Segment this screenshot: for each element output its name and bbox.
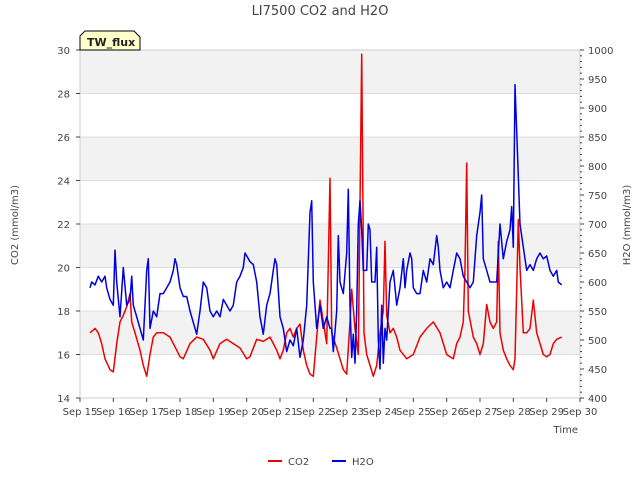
x-tick-label: Sep 17 — [129, 407, 164, 418]
background-band — [80, 50, 580, 94]
x-tick-label: Sep 18 — [163, 407, 198, 418]
series-line-co2 — [89, 53, 563, 378]
y-right-tick-label: 800 — [588, 162, 607, 173]
y-left-tick-label: 20 — [57, 264, 70, 275]
background-band — [80, 137, 580, 181]
background-band — [80, 354, 580, 398]
y-right-tick-label: 600 — [588, 278, 607, 289]
y-axis-left-label: CO2 (mmol/m3) — [10, 185, 21, 265]
series-layer — [89, 53, 563, 378]
y-left-tick-label: 30 — [57, 46, 70, 57]
axes: 14 16 18 20 22 24 26 28 30 400 450 500 550 600 650 700 7… — [57, 46, 613, 418]
y-left-tick-label: 14 — [57, 394, 70, 405]
y-left-tick-label: 24 — [57, 177, 70, 188]
y-left-tick-label: 28 — [57, 90, 70, 101]
y-right-tick-label: 1000 — [588, 46, 613, 57]
legend-label-h2o: H2O — [352, 457, 374, 468]
y-right-tick-label: 700 — [588, 220, 607, 231]
y-right-tick-label: 450 — [588, 365, 607, 376]
x-tick-label: Sep 19 — [196, 407, 231, 418]
y-left-tick-label: 18 — [57, 307, 70, 318]
y-right-tick-label: 900 — [588, 104, 607, 115]
y-right-tick-label: 850 — [588, 133, 607, 144]
legend-label-co2: CO2 — [288, 457, 309, 468]
y-left-tick-label: 26 — [57, 133, 70, 144]
y-left-tick-label: 22 — [57, 220, 70, 231]
y-right-tick-label: 550 — [588, 307, 607, 318]
tw-flux-badge-label: TW_flux — [87, 36, 135, 49]
tw-flux-badge-shape — [79, 30, 141, 51]
x-tick-label: Sep 30 — [563, 407, 598, 418]
x-tick-label: Sep 15 — [63, 407, 98, 418]
background-band — [80, 311, 580, 355]
background-band — [80, 93, 580, 137]
x-tick-label: Sep 16 — [96, 407, 131, 418]
chart-title: LI7500 CO2 and H2O — [252, 4, 389, 19]
x-tick-label: Sep 22 — [296, 407, 331, 418]
y-right-tick-label: 400 — [588, 394, 607, 405]
y-right-tick-label: 500 — [588, 336, 607, 347]
y-right-tick-label: 650 — [588, 249, 607, 260]
x-tick-label: Sep 25 — [396, 407, 431, 418]
x-axis-label: Time — [553, 425, 578, 436]
y-axis-right-label: H2O (mmol/m3) — [622, 185, 633, 266]
y-right-tick-label: 950 — [588, 75, 607, 86]
x-tick-label: Sep 26 — [429, 407, 464, 418]
x-tick-label: Sep 28 — [496, 407, 531, 418]
x-tick-label: Sep 20 — [229, 407, 264, 418]
legend: CO2 H2O — [268, 457, 374, 468]
tw-flux-badge: TW_flux — [79, 30, 141, 51]
x-tick-label: Sep 23 — [329, 407, 364, 418]
background-band — [80, 267, 580, 311]
x-tick-label: Sep 29 — [529, 407, 564, 418]
y-right-tick-label: 750 — [588, 191, 607, 202]
series-line-h2o — [89, 84, 563, 370]
x-tick-label: Sep 24 — [363, 407, 398, 418]
x-tick-label: Sep 27 — [463, 407, 498, 418]
y-left-tick-label: 16 — [57, 351, 70, 362]
x-tick-label: Sep 21 — [263, 407, 298, 418]
